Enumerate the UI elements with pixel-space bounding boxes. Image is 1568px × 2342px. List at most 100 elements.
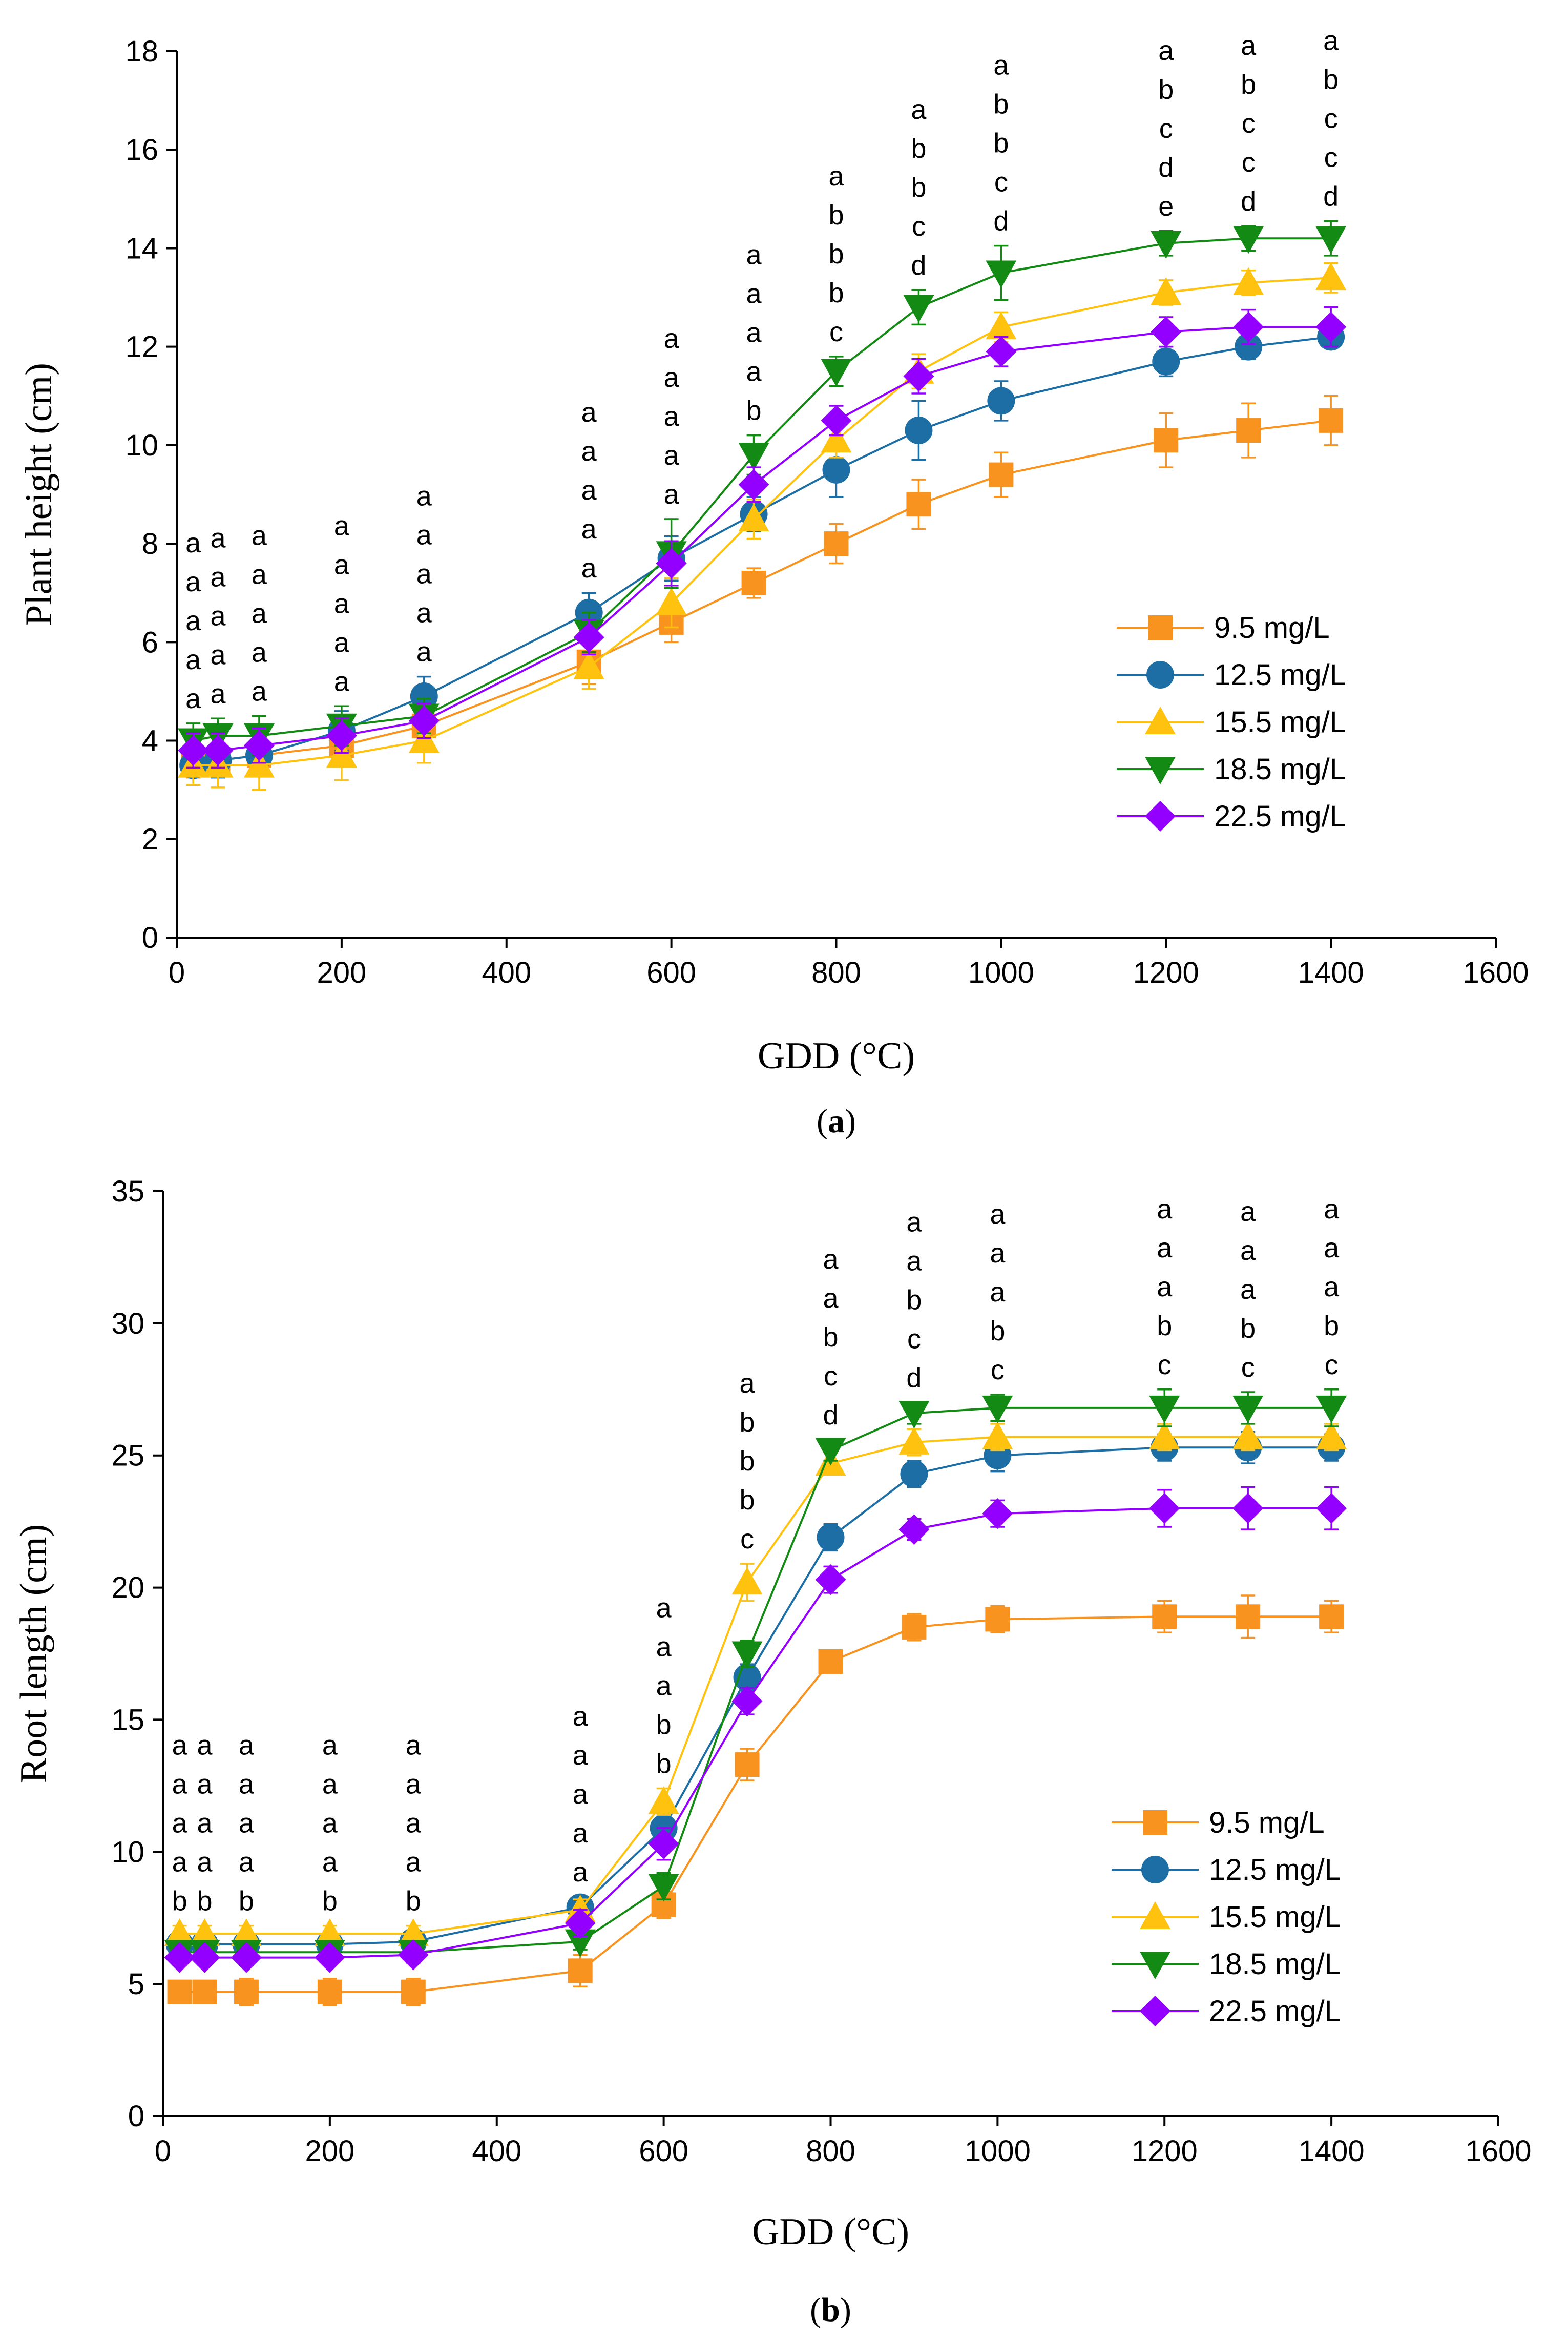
significance-letter: a <box>746 279 762 309</box>
significance-letter: a <box>1240 1196 1256 1227</box>
significance-letter: d <box>1158 152 1174 183</box>
data-point <box>398 1939 429 1971</box>
significance-letter: a <box>210 562 226 592</box>
data-point <box>898 1514 930 1545</box>
significance-letter: b <box>239 1886 254 1917</box>
data-point <box>738 469 769 500</box>
significance-letter: a <box>990 1238 1006 1269</box>
data-point <box>202 735 234 766</box>
data-point <box>1233 267 1264 295</box>
significance-letter: a <box>210 523 226 553</box>
legend: 9.5 mg/L 12.5 mg/L 15.5 mg/L 18.5 mg/L 22.5 … <box>1117 611 1346 833</box>
significance-letter: a <box>664 323 680 354</box>
significance-letter: a <box>1158 35 1174 66</box>
data-point <box>903 295 934 323</box>
data-point <box>821 359 852 387</box>
legend-label: 9.5 mg/L <box>1209 1806 1325 1839</box>
significance-letter: a <box>185 645 201 675</box>
legend-entry: 15.5 mg/L <box>1112 1900 1341 1934</box>
data-point <box>1315 312 1347 343</box>
data-point <box>1319 1604 1344 1629</box>
data-point <box>573 651 604 679</box>
data-point <box>317 1979 342 2004</box>
series-9.5-mg-l <box>167 1594 1344 2006</box>
significance-letter: a <box>334 510 350 541</box>
significance-letter: d <box>1323 181 1339 212</box>
significance-letter: a <box>172 1808 188 1839</box>
data-point <box>408 725 440 753</box>
significance-letter: a <box>197 1847 213 1878</box>
significance-letter: a <box>656 1671 672 1702</box>
significance-letter: a <box>334 627 350 658</box>
significance-letter: a <box>416 637 432 668</box>
series-line <box>193 237 1331 742</box>
data-point <box>565 1929 596 1957</box>
significance-letter: a <box>740 1368 756 1399</box>
data-point <box>1233 312 1264 343</box>
y-tick-label: 35 <box>111 1175 144 1208</box>
data-point <box>822 455 850 484</box>
data-point <box>648 1874 679 1902</box>
legend-entry: 15.5 mg/L <box>1117 706 1346 739</box>
significance-letter: a <box>252 521 267 551</box>
data-point <box>1236 1604 1261 1629</box>
legend-marker <box>1141 1856 1169 1883</box>
data-point <box>656 587 687 615</box>
data-point <box>818 1649 843 1674</box>
data-point <box>738 443 769 471</box>
significance-letter: b <box>993 89 1009 120</box>
y-tick-label: 2 <box>142 823 158 856</box>
significance-letter: b <box>1323 65 1339 95</box>
significance-letter: a <box>239 1847 255 1878</box>
significance-letter: b <box>746 396 762 426</box>
legend-entry: 22.5 mg/L <box>1112 1995 1341 2028</box>
y-tick-label: 0 <box>142 921 158 955</box>
significance-letter: a <box>664 479 680 510</box>
data-point <box>568 1958 593 1983</box>
significance-letter: a <box>252 559 267 590</box>
y-tick-label: 10 <box>125 429 158 462</box>
data-point <box>189 1942 220 1973</box>
x-tick-label: 1400 <box>1299 2134 1365 2168</box>
significance-letter: c <box>1159 113 1173 144</box>
significance-letter: a <box>1324 1194 1340 1225</box>
significance-letter: b <box>828 278 844 308</box>
significance-letter: a <box>1157 1233 1173 1263</box>
significance-letter: a <box>656 1632 672 1663</box>
y-tick-label: 15 <box>111 1703 144 1736</box>
significance-letter: a <box>746 240 762 271</box>
data-point <box>565 1908 596 1939</box>
significance-letter: b <box>911 133 926 164</box>
significance-letter: c <box>1242 147 1256 178</box>
data-point <box>1316 1421 1347 1449</box>
data-point <box>1152 1604 1177 1629</box>
significance-letter: b <box>993 128 1009 159</box>
data-point <box>821 425 852 453</box>
data-point <box>815 1438 846 1466</box>
series-line <box>193 277 1331 766</box>
data-point <box>192 1979 217 2004</box>
significance-letter: a <box>406 1808 422 1839</box>
significance-letter: a <box>406 1730 422 1761</box>
significance-letter: a <box>656 1593 672 1624</box>
significance-letter: c <box>829 317 843 347</box>
data-point <box>1316 1395 1347 1423</box>
significance-letter: a <box>581 436 597 467</box>
y-tick-label: 4 <box>142 724 158 758</box>
significance-letter: a <box>573 1818 589 1849</box>
significance-letter: b <box>1157 1311 1172 1341</box>
significance-letter: b <box>906 1285 922 1316</box>
significance-letter: b <box>740 1407 755 1438</box>
y-tick-label: 16 <box>125 133 158 167</box>
significance-letter: a <box>573 1779 589 1810</box>
y-axis-title: Plant height (cm) <box>18 363 60 626</box>
significance-letter: a <box>1240 1274 1256 1305</box>
series-22.5-mg-l <box>164 1486 1347 1973</box>
significance-letter: a <box>252 676 267 707</box>
significance-letter: b <box>740 1446 755 1477</box>
legend-label: 22.5 mg/L <box>1209 1995 1341 2028</box>
legend-label: 22.5 mg/L <box>1214 800 1346 833</box>
significance-letter: a <box>210 639 226 670</box>
y-axis-title: Root length (cm) <box>13 1524 55 1784</box>
data-point <box>741 571 766 595</box>
